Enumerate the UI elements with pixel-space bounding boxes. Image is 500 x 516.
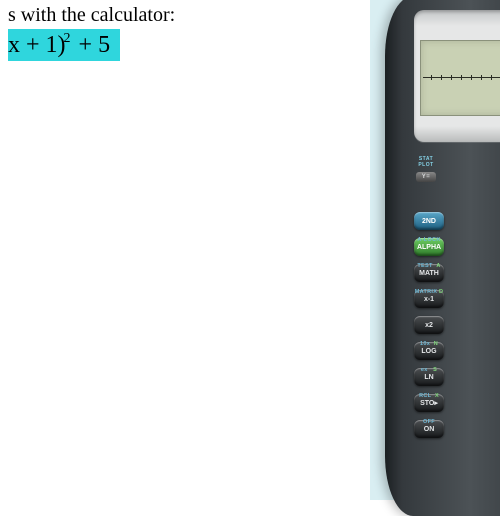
- test-label: TEST A: [414, 263, 444, 269]
- axis-tick: [441, 75, 442, 80]
- equation-highlight: x + 1)2 + 5: [8, 29, 120, 61]
- axis-tick: [471, 75, 472, 80]
- softkey-row: Y=: [412, 164, 500, 182]
- calculator: STAT PLOT Y= 2ND A-LOCK ALPHA TEST A MAT…: [385, 0, 500, 516]
- second-key[interactable]: 2ND: [414, 212, 444, 230]
- keypad: 2ND A-LOCK ALPHA TEST A MATH MATRIX D x-…: [414, 212, 500, 438]
- matrix-label: MATRIX D: [414, 289, 444, 295]
- axis-tick: [491, 75, 492, 80]
- softkey-y-equals[interactable]: Y=: [416, 172, 436, 182]
- axis-tick: [431, 75, 432, 80]
- alock-label: A-LOCK: [414, 237, 444, 243]
- equation-part-a: x + 1): [8, 32, 66, 58]
- equation-part-b: + 5: [73, 32, 111, 58]
- axis-tick: [481, 75, 482, 80]
- slide-area: s with the calculator: x + 1)2 + 5: [0, 0, 370, 500]
- slide-title: s with the calculator:: [8, 4, 362, 27]
- equation-exponent: 2: [64, 31, 71, 46]
- screen-bezel: [414, 10, 500, 142]
- axis-tick: [461, 75, 462, 80]
- axis-tick: [451, 75, 452, 80]
- lcd-screen: [420, 40, 500, 116]
